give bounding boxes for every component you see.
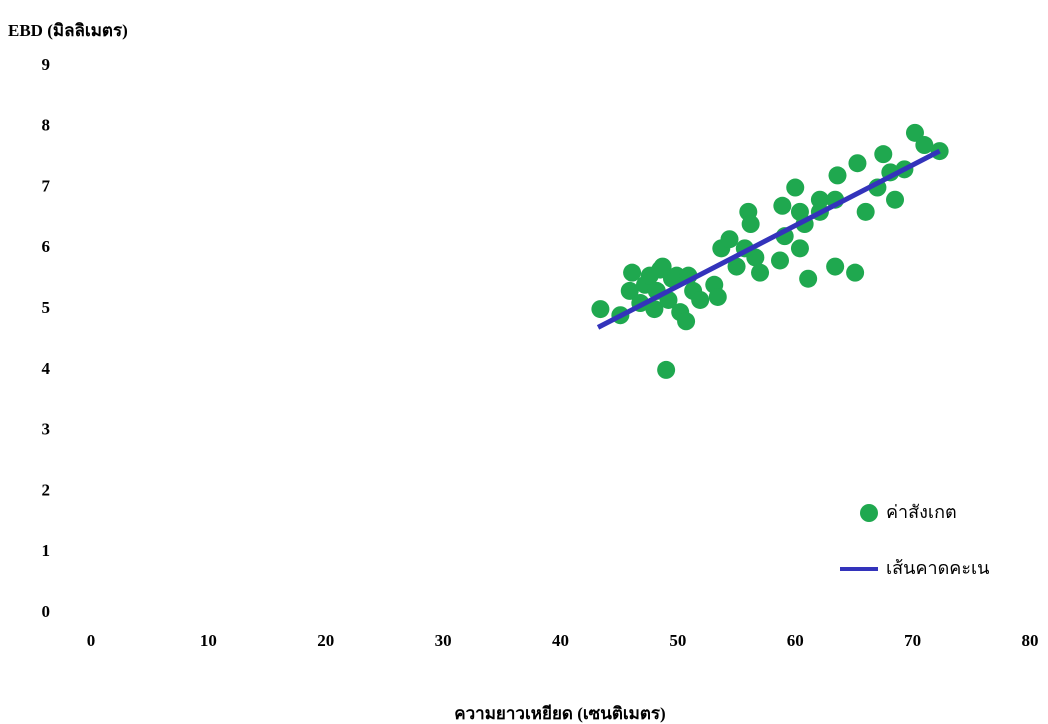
y-tick-label: 4 [42, 359, 51, 378]
data-point [773, 196, 792, 215]
regression-line [596, 148, 941, 330]
data-point [874, 145, 893, 164]
y-tick-label: 1 [42, 541, 51, 560]
data-point [657, 360, 676, 379]
data-point [645, 300, 664, 319]
data-point [741, 215, 760, 234]
x-tick-label: 0 [87, 631, 96, 650]
data-point [677, 312, 696, 331]
y-tick-label: 8 [42, 116, 51, 135]
data-point [751, 263, 770, 282]
y-tick-label: 2 [42, 480, 51, 499]
y-tick-label: 7 [42, 176, 51, 195]
data-point [770, 251, 789, 270]
data-point [786, 178, 805, 197]
data-point [623, 263, 642, 282]
data-point [591, 300, 610, 319]
chart-title: EBD (มิลลิเมตร) [8, 21, 128, 40]
legend-label: ค่าสังเกต [886, 502, 957, 523]
y-tick-label: 9 [42, 55, 51, 74]
x-tick-label: 60 [787, 631, 804, 650]
data-point [727, 257, 746, 276]
data-point [746, 248, 765, 267]
data-point [905, 123, 924, 142]
x-tick-label: 50 [669, 631, 686, 650]
y-tick-label: 0 [42, 602, 51, 621]
legend-label: เส้นคาดคะเน [886, 558, 989, 579]
data-point [620, 281, 639, 300]
data-point [653, 257, 672, 276]
data-point [828, 166, 847, 185]
y-tick-label: 6 [42, 237, 51, 256]
x-axis-label: ความยาวเหยียด (เซนติเมตร) [454, 703, 665, 723]
y-tick-label: 3 [42, 420, 51, 439]
data-point [886, 190, 905, 209]
x-tick-label: 20 [317, 631, 334, 650]
data-point [915, 136, 934, 155]
data-point [799, 269, 818, 288]
x-tick-label: 10 [200, 631, 217, 650]
data-point [848, 154, 867, 173]
x-tick-label: 80 [1022, 631, 1039, 650]
x-tick-label: 30 [435, 631, 452, 650]
data-point [691, 290, 710, 309]
data-point [856, 202, 875, 221]
data-point [790, 239, 809, 258]
data-point [720, 230, 739, 249]
legend-marker [860, 504, 878, 522]
x-tick-label: 70 [904, 631, 921, 650]
data-point [846, 263, 865, 282]
x-tick-label: 40 [552, 631, 569, 650]
data-point [708, 287, 727, 306]
y-tick-label: 5 [42, 298, 51, 317]
data-point [826, 257, 845, 276]
